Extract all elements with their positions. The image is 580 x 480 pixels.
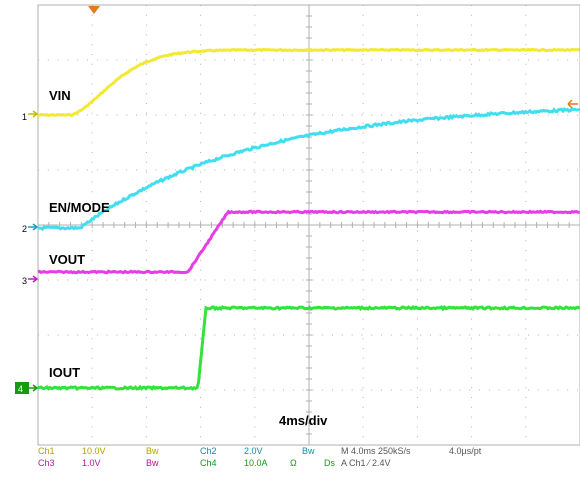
trigger-level-marker[interactable] <box>567 99 578 109</box>
ch1-scale[interactable]: 10.0V <box>82 446 106 456</box>
ch1-name[interactable]: Ch1 <box>38 446 55 456</box>
en-mode-label: EN/MODE <box>49 200 110 215</box>
svg-text:2: 2 <box>22 224 27 234</box>
vout-label: VOUT <box>49 252 85 267</box>
status-row-1: Ch1 10.0V Bw Ch2 2.0V Bw M 4.0ms 250kS/s… <box>38 446 482 456</box>
ch4-scale[interactable]: 10.0A <box>244 458 268 468</box>
timebase-label: 4ms/div <box>279 413 328 428</box>
record-resolution: 4.0µs/pt <box>449 446 482 456</box>
ch4-name[interactable]: Ch4 <box>200 458 217 468</box>
ch1-bandwidth: Bw <box>146 446 159 456</box>
ch3-scale[interactable]: 1.0V <box>82 458 101 468</box>
ch4-bandwidth: Ds <box>324 458 335 468</box>
ch3-bandwidth: Bw <box>146 458 159 468</box>
svg-text:4: 4 <box>18 384 23 394</box>
trigger-position-marker[interactable] <box>88 6 100 14</box>
svg-text:3: 3 <box>22 276 27 286</box>
ch2-bandwidth: Bw <box>302 446 315 456</box>
status-row-2: Ch3 1.0V Bw Ch4 10.0A Ω Ds A Ch1 ⁄ 2.4V <box>38 458 391 468</box>
ch1-ground-marker[interactable]: 1 <box>22 110 39 122</box>
horizontal-settings[interactable]: M 4.0ms 250kS/s <box>341 446 411 456</box>
iout-waveform <box>37 304 580 392</box>
vin-waveform <box>37 47 580 118</box>
ch3-name[interactable]: Ch3 <box>38 458 55 468</box>
ch3-ground-marker[interactable]: 3 <box>22 275 39 286</box>
vin-label: VIN <box>49 88 71 103</box>
en-mode-waveform <box>37 107 580 232</box>
trigger-settings[interactable]: A Ch1 ⁄ 2.4V <box>341 458 391 468</box>
ch2-name[interactable]: Ch2 <box>200 446 217 456</box>
svg-text:1: 1 <box>22 112 27 122</box>
ch4-ground-marker[interactable]: 4 <box>15 382 39 394</box>
vout-waveform <box>37 209 580 275</box>
ch4-termination: Ω <box>290 458 297 468</box>
graticule <box>37 4 580 446</box>
ch2-scale[interactable]: 2.0V <box>244 446 263 456</box>
ch2-ground-marker[interactable]: 2 <box>22 223 39 234</box>
iout-label: IOUT <box>49 365 80 380</box>
